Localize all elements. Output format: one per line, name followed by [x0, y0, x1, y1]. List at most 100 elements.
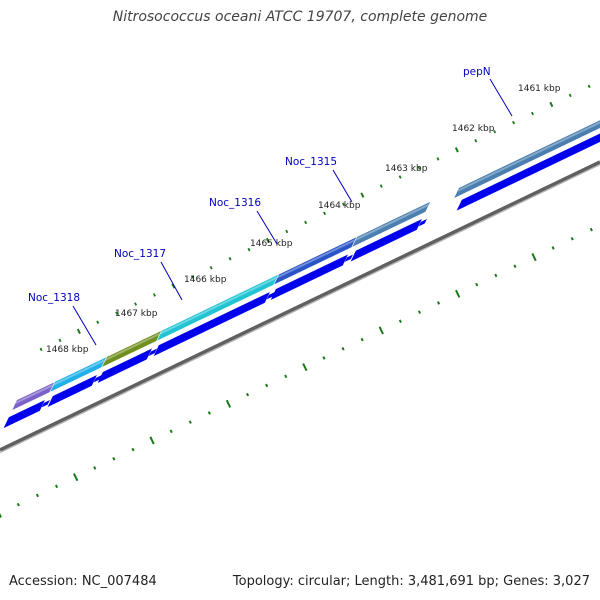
outer-tick — [228, 256, 232, 261]
kbp-label: 1468 kbp — [46, 345, 89, 355]
inner-tick — [360, 337, 364, 342]
inner-tick — [0, 509, 2, 518]
tick-marks — [0, 84, 593, 518]
outer-tick — [436, 157, 440, 161]
strand-arrow — [152, 290, 272, 358]
inner-tick — [417, 310, 422, 314]
inner-tick — [341, 346, 345, 351]
outer-tick — [153, 293, 156, 297]
inner-tick — [93, 466, 97, 470]
kbp-label: 1463 kbp — [385, 164, 428, 174]
outer-tick — [323, 211, 327, 216]
inner-tick — [284, 374, 288, 379]
outer-tick — [96, 320, 100, 324]
outer-tick — [134, 302, 138, 306]
backbone-shadow-line — [0, 164, 600, 454]
accession-text: Accession: NC_007484 — [9, 574, 157, 589]
inner-tick — [398, 319, 402, 324]
strand-arrow-tip — [41, 400, 50, 408]
strand-arrow-tip — [266, 292, 275, 300]
gene-feature-highlight — [158, 276, 277, 336]
inner-tick — [322, 356, 326, 360]
backbone-layer — [0, 160, 600, 454]
inner-tick — [73, 473, 79, 482]
outer-tick — [474, 139, 478, 143]
inner-tick — [378, 326, 384, 335]
inner-tick — [112, 457, 116, 461]
strand-arrow — [2, 398, 47, 430]
outer-tick — [190, 275, 194, 279]
outer-tick — [342, 202, 345, 207]
outer-tick — [454, 147, 459, 153]
inner-tick — [169, 429, 173, 434]
gene-feature-highlight — [355, 203, 429, 241]
outer-tick — [115, 311, 119, 315]
outer-tick — [360, 192, 365, 198]
gene-label: Noc_1316 — [209, 197, 261, 209]
inner-tick — [531, 253, 537, 262]
gene-label: pepN — [463, 66, 491, 78]
outer-tick — [304, 220, 308, 225]
outer-tick — [587, 84, 591, 89]
inner-tick — [302, 363, 308, 372]
gene-label: Noc_1317 — [114, 248, 166, 260]
strand-arrows — [2, 132, 600, 430]
outer-tick — [493, 129, 497, 134]
gene-features — [10, 119, 600, 412]
gene-label-leader — [332, 169, 353, 203]
kbp-label: 1461 kbp — [518, 84, 561, 94]
outer-tick — [568, 93, 572, 98]
inner-tick — [35, 493, 40, 498]
outer-tick — [398, 175, 402, 179]
gene-feature-highlight — [101, 332, 160, 363]
inner-tick — [513, 264, 517, 269]
outer-tick — [549, 101, 554, 108]
gene-label-leader — [72, 305, 97, 346]
gene-label-leader — [489, 78, 513, 117]
gene-label: Noc_1318 — [28, 292, 80, 304]
strand-arrow-tip — [93, 375, 102, 383]
gene-feature-highlight — [51, 359, 105, 387]
inner-tick — [437, 301, 441, 305]
inner-tick — [455, 289, 461, 298]
strand-arrow — [46, 373, 99, 409]
gene-feature-highlight — [457, 121, 600, 192]
inner-tick — [551, 246, 555, 250]
strand-arrow-tip — [148, 348, 157, 356]
backbone-line — [0, 160, 600, 452]
outer-tick — [265, 237, 270, 244]
strand-arrow-tip — [418, 219, 427, 227]
strand-arrow-tip — [344, 254, 353, 262]
outer-tick — [531, 111, 534, 116]
kbp-label: 1465 kbp — [250, 239, 293, 249]
inner-tick — [589, 227, 593, 232]
inner-tick — [475, 282, 479, 287]
kbp-label: 1466 kbp — [184, 275, 227, 285]
strand-arrow — [455, 132, 600, 212]
kbp-label: 1464 kbp — [318, 201, 361, 211]
gene-label: Noc_1315 — [285, 156, 337, 168]
page-title: Nitrosococcus oceani ATCC 19707, complet… — [112, 9, 488, 25]
inner-tick — [188, 420, 192, 424]
inner-tick — [494, 273, 498, 278]
gene-label-leader — [160, 261, 183, 301]
label-layer: 1461 kbp 1462 kbp 1463 kbp 1464 kbp 1465 kbp… — [28, 66, 561, 355]
outer-tick — [512, 120, 516, 125]
gene-feature-highlight — [273, 239, 355, 281]
gene-feature-pepn — [452, 119, 600, 200]
outer-tick — [76, 328, 81, 334]
inner-tick — [207, 411, 211, 415]
outer-tick — [58, 338, 62, 343]
gene-feature-noc_1320 — [10, 381, 56, 412]
kbp-label: 1467 kbp — [115, 309, 158, 319]
outer-tick — [379, 184, 383, 188]
inner-tick — [570, 236, 574, 241]
outer-tick — [171, 283, 176, 289]
outer-tick — [39, 347, 43, 352]
inner-tick — [149, 436, 155, 445]
inner-tick — [225, 399, 232, 408]
inner-tick — [265, 383, 269, 388]
outer-tick — [285, 229, 289, 234]
